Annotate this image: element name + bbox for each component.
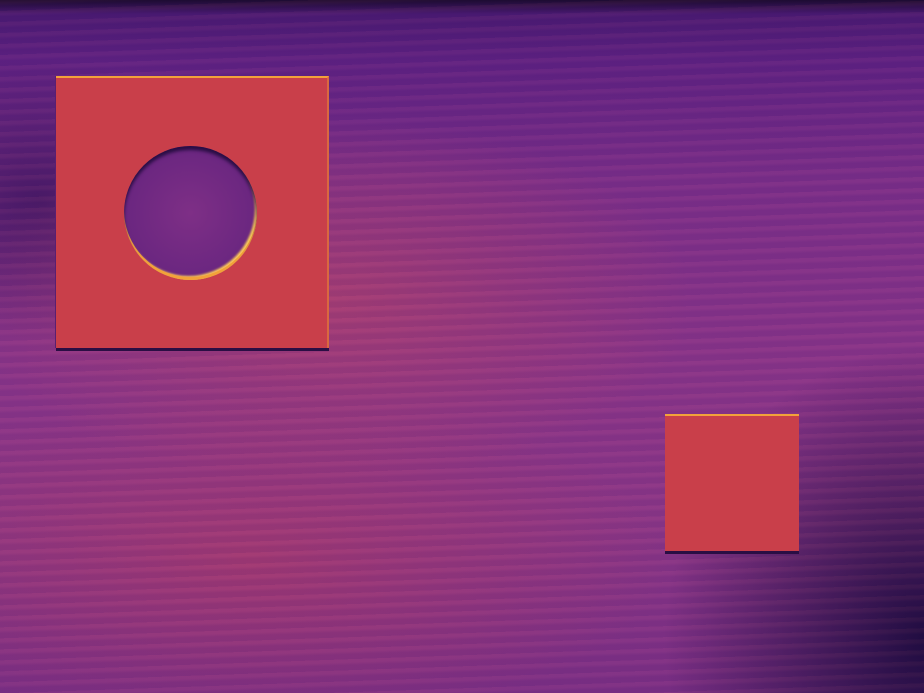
warm-square-with-hole [56, 76, 329, 348]
warm-square-small [665, 414, 799, 551]
circular-cutout [124, 146, 257, 280]
